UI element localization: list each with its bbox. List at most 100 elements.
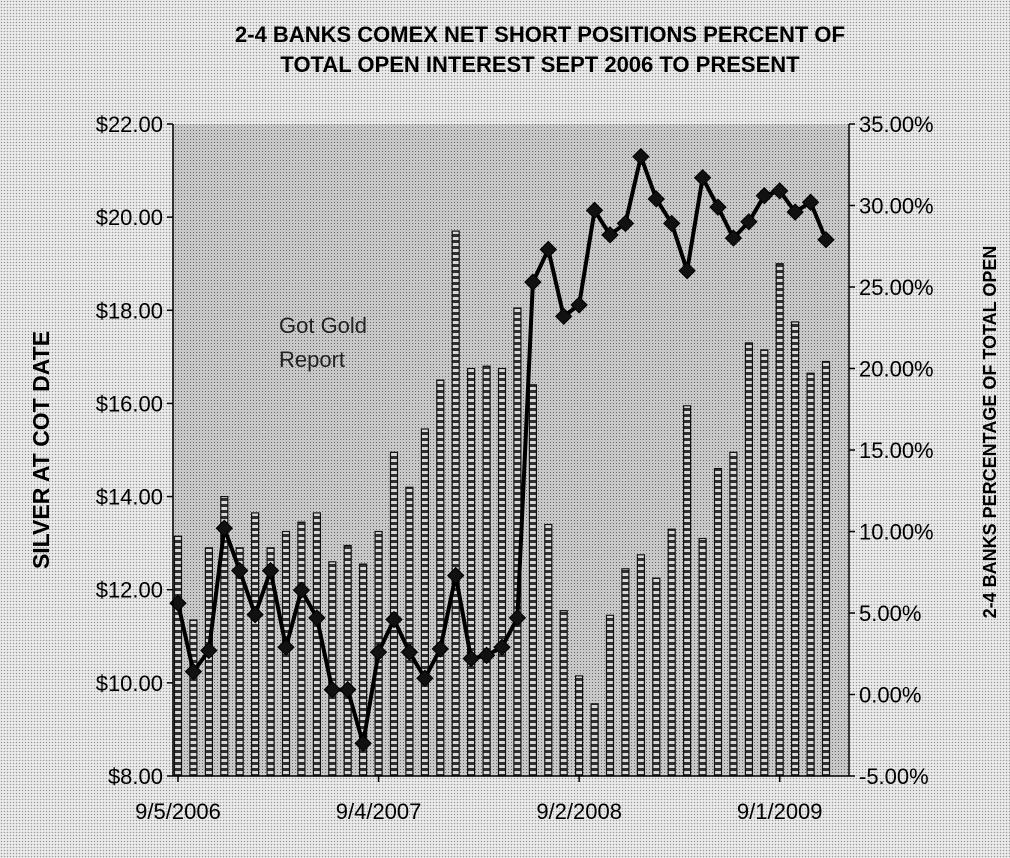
bar: [744, 342, 754, 777]
bar: [621, 568, 630, 777]
line-marker: [817, 231, 835, 249]
bar: [806, 372, 815, 777]
left-axis-ticks: $8.00 $10.00 $12.00 $14.00 $16.00 $18.00 $20.0…: [96, 112, 173, 789]
right-tick-label: 0.00%: [859, 683, 921, 708]
line-marker: [354, 734, 372, 753]
bar: [821, 360, 831, 777]
line-marker: [200, 641, 218, 660]
line-marker: [339, 680, 357, 699]
left-tick-label: $10.00: [96, 671, 163, 696]
line-marker: [740, 213, 758, 231]
line-marker: [246, 605, 264, 624]
line-marker: [678, 261, 696, 280]
bar: [559, 610, 568, 777]
line-marker: [477, 646, 496, 665]
line-marker: [693, 169, 712, 187]
bar: [652, 577, 661, 777]
left-tick-label: $18.00: [96, 298, 163, 323]
bar: [497, 367, 507, 777]
line-marker: [400, 643, 419, 661]
line-marker: [786, 203, 804, 221]
line-marker: [308, 609, 326, 627]
line-marker: [647, 190, 665, 208]
bar: [760, 349, 769, 777]
annotation-line-1: Got Gold: [279, 313, 367, 338]
bar: [451, 230, 460, 777]
bar: [204, 547, 213, 777]
bar: [251, 512, 260, 777]
line-marker: [277, 638, 295, 656]
line-marker: [663, 214, 681, 233]
x-tick-label: 9/4/2007: [336, 799, 422, 824]
left-tick-label: $14.00: [96, 485, 163, 510]
bar: [713, 468, 723, 777]
bar: [698, 537, 707, 777]
right-tick-label: 35.00%: [859, 112, 934, 137]
right-tick-label: 25.00%: [859, 275, 934, 300]
bar: [605, 614, 615, 777]
bar: [467, 367, 476, 777]
bar: [729, 451, 738, 777]
chart-title-line-1: 2-4 BANKS COMEX NET SHORT POSITIONS PERC…: [235, 22, 845, 47]
line-marker: [724, 229, 743, 247]
bar: [590, 703, 599, 777]
right-tick-label: 10.00%: [859, 520, 934, 545]
line-marker: [292, 581, 311, 599]
line-marker: [539, 240, 557, 259]
right-tick-label: 30.00%: [859, 194, 934, 219]
line-marker: [447, 566, 465, 585]
line-marker: [184, 662, 203, 681]
x-axis-ticks: 9/5/2006 9/4/2007 9/2/2008 9/1/2009: [135, 776, 823, 824]
bar: [682, 405, 692, 777]
bar: [436, 379, 445, 777]
line-marker: [601, 226, 619, 244]
bar: [667, 528, 676, 777]
right-tick-label: -5.00%: [859, 764, 929, 789]
left-tick-label: $12.00: [96, 578, 163, 603]
bar: [528, 384, 538, 777]
bar: [189, 619, 198, 777]
line-marker: [493, 638, 511, 656]
x-tick-label: 9/5/2006: [135, 799, 221, 824]
line-marker: [524, 273, 542, 291]
right-tick-label: 5.00%: [859, 601, 921, 626]
line-marker: [416, 669, 434, 687]
left-tick-label: $22.00: [96, 112, 163, 137]
right-tick-label: 20.00%: [859, 357, 934, 382]
line-marker: [462, 649, 480, 668]
line-series: [169, 147, 835, 753]
left-tick-label: $16.00: [96, 391, 163, 416]
line-marker: [215, 519, 233, 537]
left-tick-label: $8.00: [108, 764, 163, 789]
right-tick-label: 15.00%: [859, 438, 934, 463]
bar: [636, 554, 646, 777]
chart-title-line-2: TOTAL OPEN INTEREST SEPT 2006 TO PRESENT: [280, 52, 800, 77]
line-marker: [431, 640, 449, 658]
left-tick-label: $20.00: [96, 205, 163, 230]
line-marker: [323, 680, 341, 699]
bar: [482, 365, 491, 777]
annotation-line-2: Report: [279, 347, 345, 372]
line-marker: [632, 147, 650, 166]
right-axis-title: 2-4 BANKS PERCENTAGE OF TOTAL OPEN: [980, 246, 1000, 619]
bar: [312, 512, 321, 777]
line-marker: [570, 296, 588, 314]
line-marker: [585, 201, 604, 220]
right-axis-ticks: -5.00% 0.00% 5.00% 10.00% 15.00% 20.00% 25.00%…: [849, 112, 934, 789]
line-marker: [555, 307, 573, 326]
line-marker: [508, 609, 527, 627]
bar: [775, 263, 784, 777]
bar: [544, 523, 553, 777]
line-marker: [801, 193, 820, 211]
line-marker: [369, 643, 388, 661]
bar: [173, 535, 183, 777]
line-marker: [385, 610, 403, 629]
bar: [574, 675, 584, 777]
bar: [297, 521, 306, 777]
bar: [405, 486, 414, 777]
left-axis-title: SILVER AT COT DATE: [28, 331, 54, 569]
line-marker: [709, 198, 727, 216]
line-marker: [616, 214, 635, 233]
